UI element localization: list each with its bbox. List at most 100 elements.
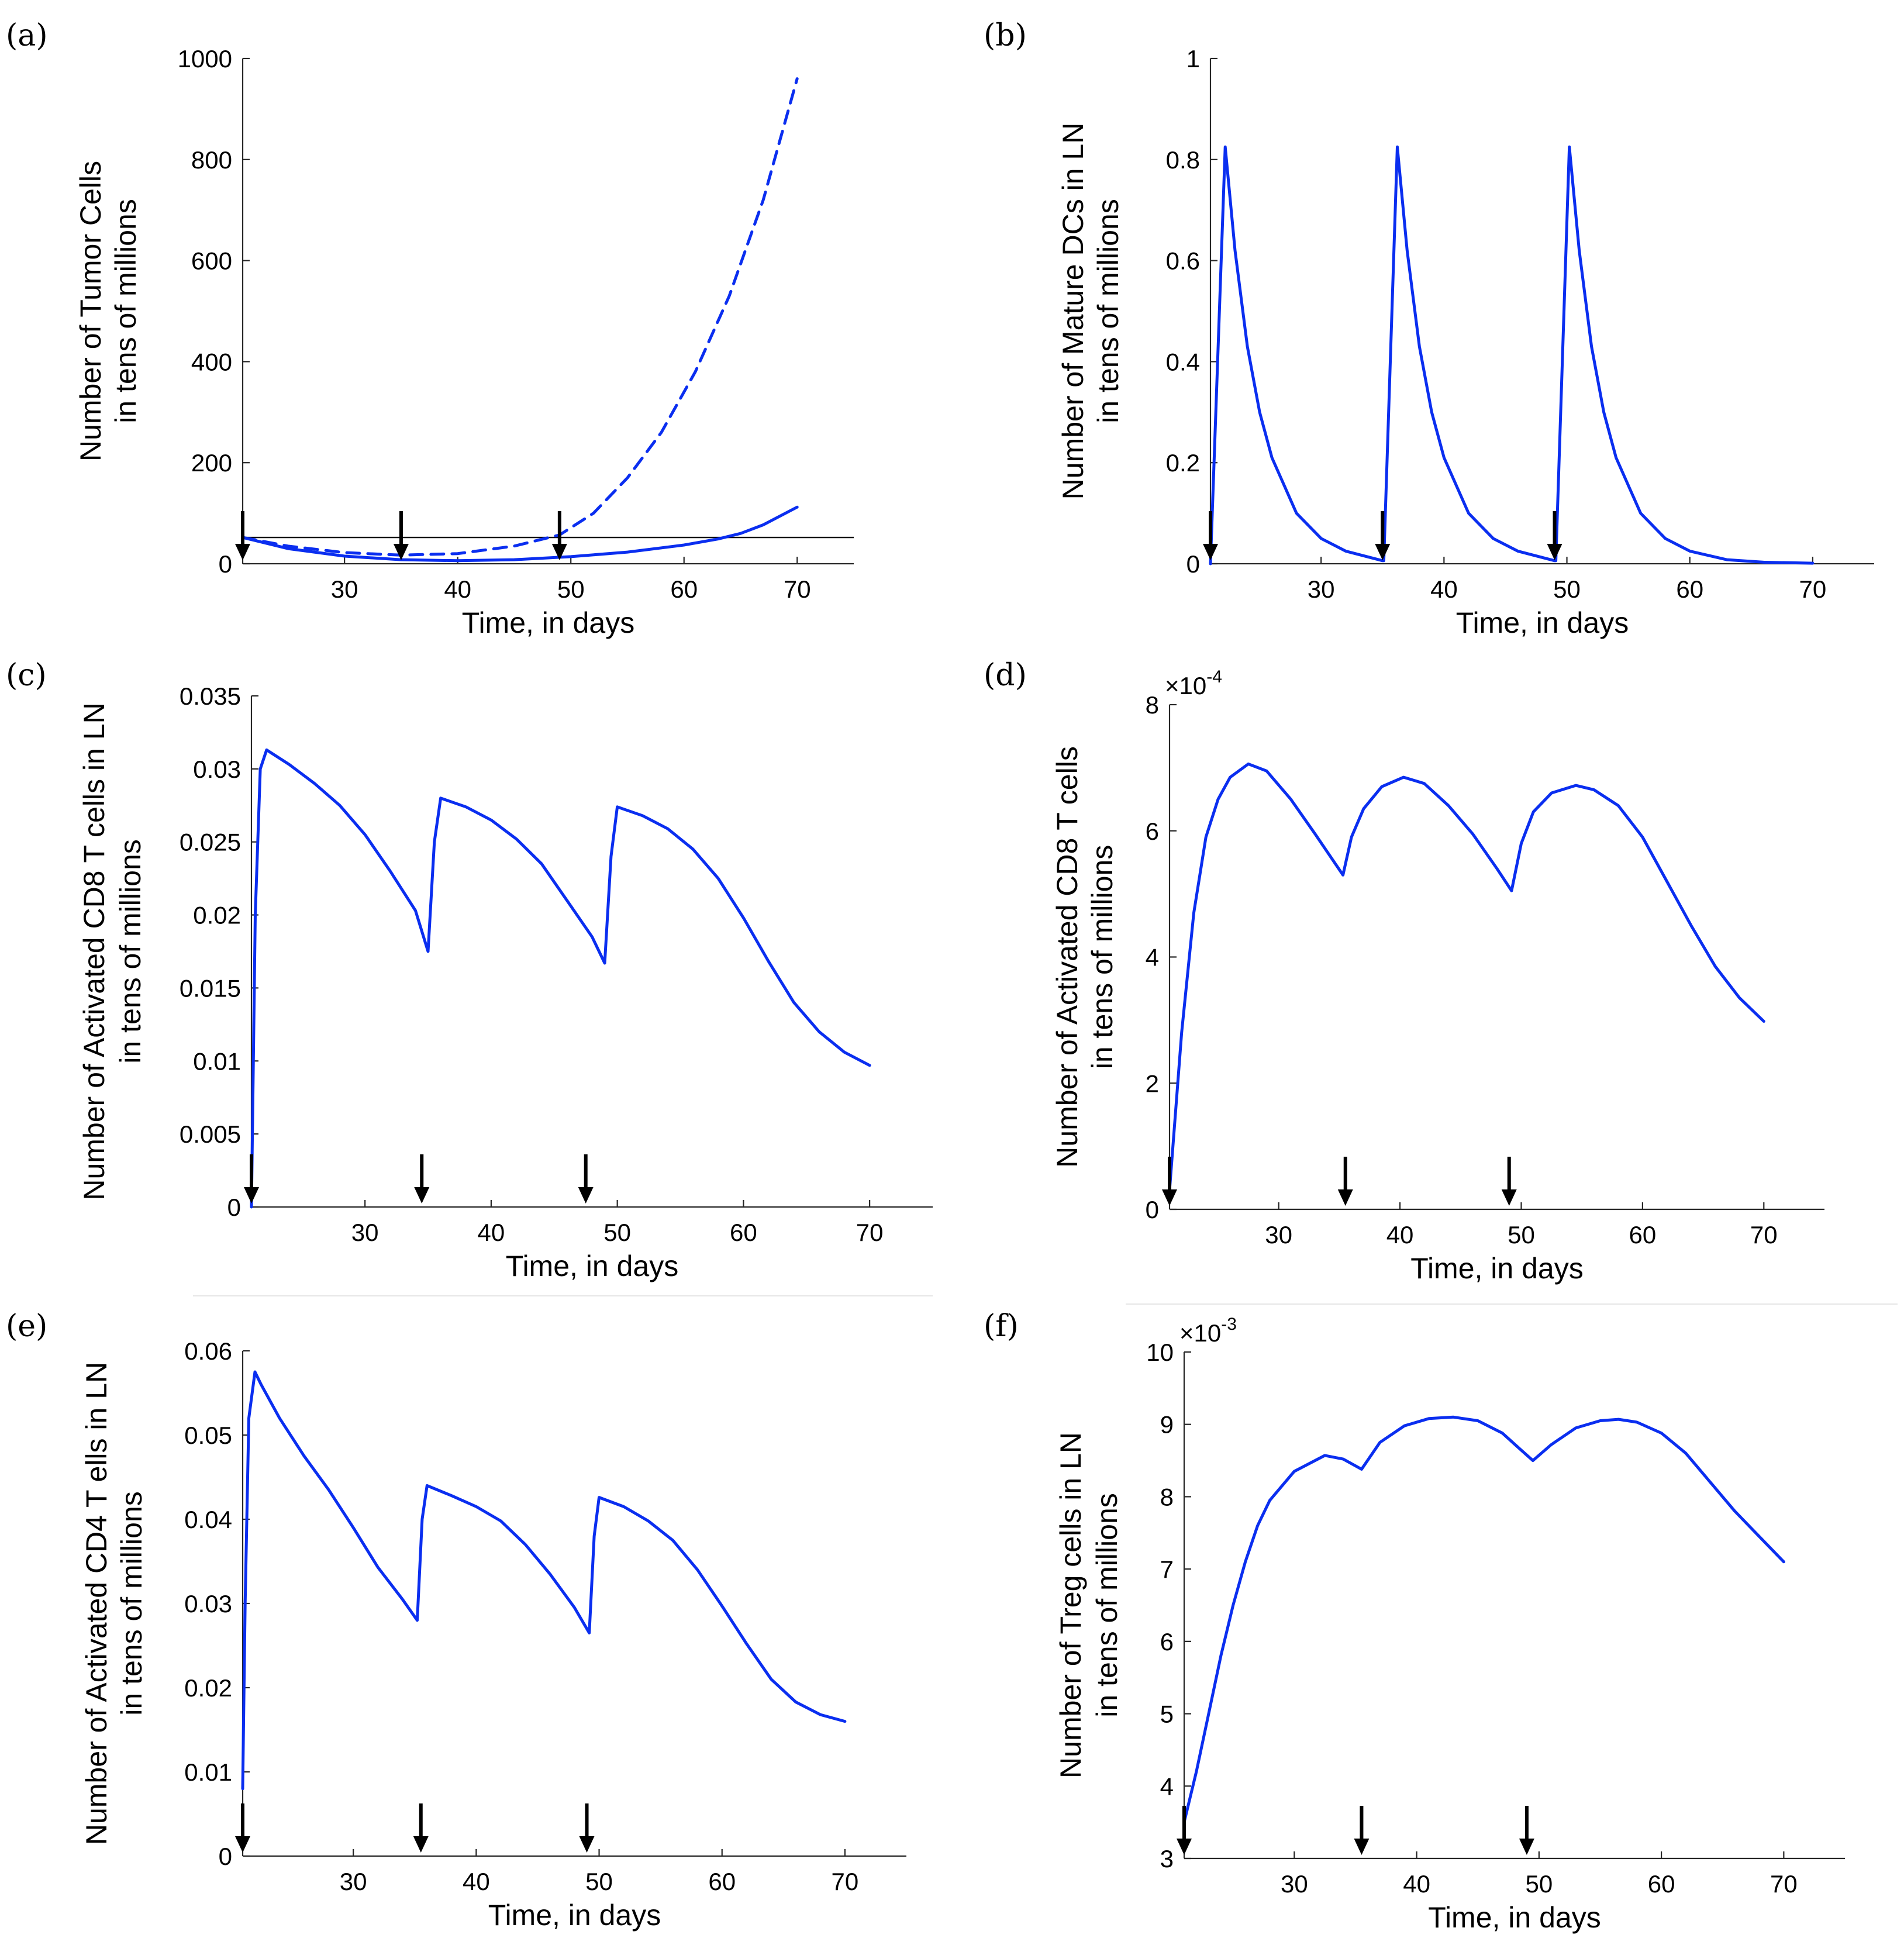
y-tick-label: 0 xyxy=(219,1843,232,1870)
y-tick-label: 1000 xyxy=(178,45,232,73)
x-tick-label: 30 xyxy=(1265,1221,1292,1249)
dose-arrow-head xyxy=(551,544,567,560)
panel-letter: (b) xyxy=(984,18,1027,53)
x-tick-label: 40 xyxy=(1386,1221,1414,1249)
x-tick-label: 60 xyxy=(1648,1870,1675,1898)
y-tick-label: 0.04 xyxy=(184,1506,232,1533)
y-tick-label: 4 xyxy=(1160,1772,1174,1800)
y-axis-label: in tens of millions xyxy=(109,199,142,423)
x-axis-label: Time, in days xyxy=(506,1250,678,1282)
y-axis-label: Number of Activated CD8 T cells in LN xyxy=(78,702,111,1200)
y-tick-label: 0.8 xyxy=(1166,146,1200,174)
panel-letter: (d) xyxy=(984,658,1027,693)
y-axis-label: in tens of millions xyxy=(1086,845,1119,1070)
axis-exponent: ×10-4 xyxy=(1165,667,1222,699)
x-axis-label: Time, in days xyxy=(1410,1252,1583,1285)
y-axis-label: in tens of millions xyxy=(114,839,147,1064)
x-tick-label: 30 xyxy=(351,1219,379,1246)
axis-exponent: ×10-3 xyxy=(1179,1315,1237,1347)
y-tick-label: 1 xyxy=(1186,45,1200,73)
y-axis-label: Number of Activated CD4 T ells in LN xyxy=(80,1362,113,1845)
series-line-solid xyxy=(1168,762,1765,1192)
panel-letter: (f) xyxy=(984,1309,1019,1344)
y-tick-label: 5 xyxy=(1160,1701,1174,1728)
y-tick-label: 800 xyxy=(191,146,232,174)
x-tick-label: 60 xyxy=(670,575,698,603)
y-tick-label: 8 xyxy=(1146,691,1159,719)
y-tick-label: 0.05 xyxy=(184,1422,232,1449)
x-tick-label: 40 xyxy=(444,575,471,603)
x-tick-label: 60 xyxy=(1629,1221,1657,1249)
y-tick-label: 0.02 xyxy=(193,902,241,929)
x-tick-label: 40 xyxy=(1403,1870,1430,1898)
panel-letter: (e) xyxy=(6,1309,47,1344)
y-tick-label: 0.2 xyxy=(1166,449,1200,477)
y-axis-label: Number of Tumor Cells xyxy=(74,161,107,461)
dose-arrow-head xyxy=(579,1836,595,1853)
series-line-dashed xyxy=(241,77,799,557)
panel-d: (d) 30 40 50 60 70 0 2 4 6 8×10-4 Time, in days Numb… xyxy=(984,658,1824,1285)
x-tick-label: 70 xyxy=(784,575,811,603)
dose-arrow-head xyxy=(413,1836,429,1853)
dose-arrow-head xyxy=(1501,1189,1517,1206)
dose-arrow-head xyxy=(578,1187,594,1203)
x-tick-label: 40 xyxy=(478,1219,505,1246)
x-tick-label: 70 xyxy=(1799,575,1827,603)
y-tick-label: 0 xyxy=(219,550,232,578)
x-tick-label: 60 xyxy=(708,1868,736,1895)
panel-f: (f) 30 40 50 60 70 3 4 5 6 7 8 9 10×10-3 Time, in days… xyxy=(984,1309,1845,1934)
y-tick-label: 0.03 xyxy=(184,1590,232,1618)
x-tick-label: 70 xyxy=(832,1868,859,1895)
y-tick-label: 8 xyxy=(1160,1483,1174,1510)
y-tick-label: 0.01 xyxy=(184,1758,232,1786)
x-tick-label: 30 xyxy=(1281,1870,1308,1898)
x-tick-label: 70 xyxy=(1750,1221,1778,1249)
y-axis-label: Number of Activated CD8 T cells xyxy=(1051,746,1084,1168)
dose-arrow-head xyxy=(235,544,250,560)
y-axis-label: in tens of millions xyxy=(1092,199,1125,423)
panel-a: (a) 30 40 50 60 70 0 200 400 600 800 1000 Time, in d… xyxy=(6,18,854,639)
x-tick-label: 30 xyxy=(331,575,358,603)
panel-b: (b) 30 40 50 60 70 0 0.2 0.4 0.6 0.8 1 Time, in days… xyxy=(984,18,1874,639)
dose-arrow-head xyxy=(393,544,409,560)
panel-c: (c) 30 40 50 60 70 0 0.005 0.01 0.015 0.02 0.025 0.0… xyxy=(6,658,933,1282)
y-tick-label: 10 xyxy=(1146,1339,1174,1366)
panel-letter: (a) xyxy=(6,18,48,53)
y-tick-label: 400 xyxy=(191,348,232,375)
x-tick-label: 40 xyxy=(463,1868,490,1895)
x-tick-label: 50 xyxy=(1553,575,1581,603)
dose-arrow-head xyxy=(244,1187,259,1203)
y-axis-label: Number of Treg cells in LN xyxy=(1054,1432,1087,1778)
y-tick-label: 0 xyxy=(1146,1196,1159,1223)
x-tick-label: 30 xyxy=(340,1868,367,1895)
x-tick-label: 60 xyxy=(1676,575,1703,603)
dose-arrow-head xyxy=(1337,1189,1353,1206)
y-tick-label: 0.06 xyxy=(184,1337,232,1365)
dose-arrow-head xyxy=(1375,544,1391,560)
x-tick-label: 40 xyxy=(1430,575,1458,603)
dose-arrow-head xyxy=(1162,1189,1177,1206)
y-tick-label: 6 xyxy=(1146,818,1159,845)
x-tick-label: 50 xyxy=(557,575,585,603)
dose-arrow-head xyxy=(235,1836,250,1853)
x-tick-label: 60 xyxy=(730,1219,757,1246)
series-line-solid xyxy=(241,505,799,563)
series-line-solid xyxy=(1182,1415,1785,1824)
panel-e: (e) 30 40 50 60 70 0 0.01 0.02 0.03 0.04 0.05 0.06 Ti… xyxy=(6,1309,906,1932)
y-tick-label: 0.02 xyxy=(184,1674,232,1702)
dose-arrow-head xyxy=(1203,544,1218,560)
y-tick-label: 0.015 xyxy=(180,974,241,1002)
y-tick-label: 600 xyxy=(191,247,232,275)
x-tick-label: 30 xyxy=(1308,575,1335,603)
y-tick-label: 0 xyxy=(227,1194,241,1221)
y-tick-label: 0 xyxy=(1186,550,1200,578)
x-axis-label: Time, in days xyxy=(1428,1901,1601,1934)
y-axis-label: in tens of millions xyxy=(115,1491,148,1716)
y-tick-label: 0.6 xyxy=(1166,247,1200,275)
y-tick-label: 9 xyxy=(1160,1411,1174,1439)
dose-arrow-head xyxy=(1177,1839,1192,1855)
x-tick-label: 50 xyxy=(603,1219,631,1246)
series-line-solid xyxy=(1209,145,1815,565)
x-tick-label: 50 xyxy=(1525,1870,1553,1898)
panel-letter: (c) xyxy=(6,658,47,693)
